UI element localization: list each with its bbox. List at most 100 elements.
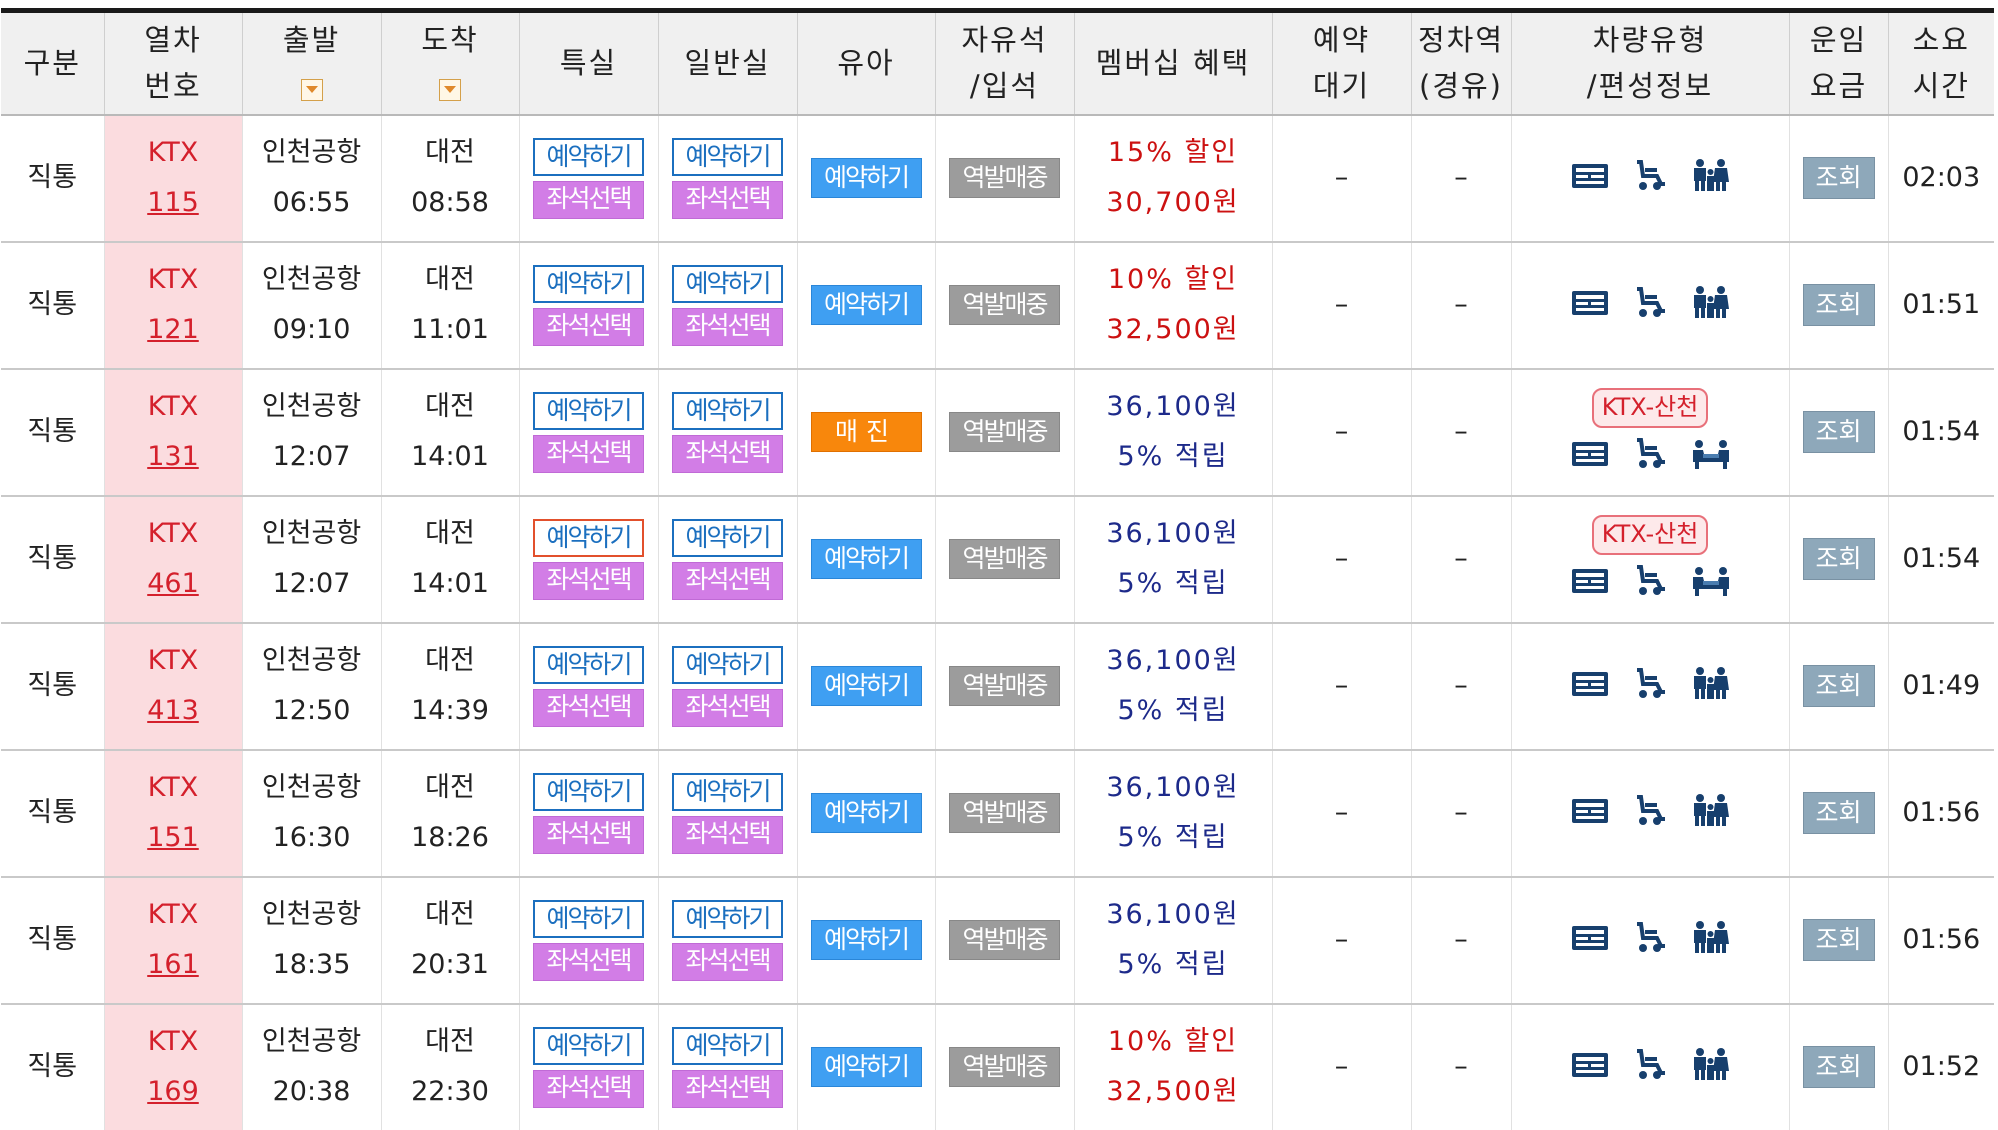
family-seat-icon[interactable] (1691, 666, 1729, 700)
special-seat-select-button[interactable]: 좌석선택 (533, 688, 644, 727)
benefit-line2: 32,500원 (1106, 314, 1240, 345)
special-reserve-button[interactable]: 예약하기 (533, 1026, 644, 1065)
family-seat-icon[interactable] (1691, 793, 1729, 827)
meeting-room-icon[interactable] (1691, 436, 1729, 470)
fare-query-button[interactable]: 조회 (1802, 665, 1875, 707)
special-reserve-button[interactable]: 예약하기 (533, 264, 644, 303)
station-sale-button[interactable]: 역발매중 (949, 539, 1060, 579)
special-reserve-button[interactable]: 예약하기 (533, 645, 644, 684)
sort-down-icon[interactable] (300, 79, 323, 102)
seat-map-icon[interactable] (1571, 158, 1609, 192)
header-depart[interactable]: 출발 (241, 8, 382, 116)
fare-query-button[interactable]: 조회 (1802, 411, 1875, 453)
special-seat-select-button[interactable]: 좌석선택 (533, 815, 644, 854)
depart-station: 인천공항 (261, 137, 362, 168)
general-reserve-button[interactable]: 예약하기 (672, 645, 783, 684)
general-seat-select-button[interactable]: 좌석선택 (672, 815, 783, 854)
special-reserve-button[interactable]: 예약하기 (533, 518, 644, 557)
arrive-cell: 대전 20:31 (380, 876, 520, 1005)
station-sale-button[interactable]: 역발매중 (949, 793, 1060, 833)
general-seat-select-button[interactable]: 좌석선택 (672, 942, 783, 981)
wheelchair-icon[interactable] (1631, 793, 1669, 827)
fare-query-button[interactable]: 조회 (1802, 919, 1875, 961)
general-seat-select-button[interactable]: 좌석선택 (672, 434, 783, 473)
station-sale-button[interactable]: 역발매중 (949, 412, 1060, 452)
header-vehicle-line2: /편성정보 (1586, 69, 1714, 104)
family-seat-icon[interactable] (1691, 285, 1729, 319)
ktx-sancheon-badge[interactable]: KTX-산천 (1591, 514, 1709, 555)
general-reserve-button[interactable]: 예약하기 (672, 772, 783, 811)
general-seat-select-button[interactable]: 좌석선택 (672, 688, 783, 727)
special-reserve-button[interactable]: 예약하기 (533, 391, 644, 430)
fare-query-button[interactable]: 조회 (1802, 157, 1875, 199)
wheelchair-icon[interactable] (1631, 920, 1669, 954)
meeting-room-icon[interactable] (1691, 563, 1729, 597)
train-number-link[interactable]: 121 (147, 314, 199, 345)
seat-map-icon[interactable] (1571, 666, 1609, 700)
special-seat-select-button[interactable]: 좌석선택 (533, 307, 644, 346)
seat-map-icon[interactable] (1571, 563, 1609, 597)
general-reserve-button[interactable]: 예약하기 (672, 391, 783, 430)
fare-query-button[interactable]: 조회 (1802, 1046, 1875, 1088)
infant-button[interactable]: 예약하기 (810, 666, 922, 706)
general-reserve-button[interactable]: 예약하기 (672, 137, 783, 176)
infant-button[interactable]: 예약하기 (810, 793, 922, 833)
seat-map-icon[interactable] (1571, 793, 1609, 827)
benefit-line1: 36,100원 (1106, 518, 1240, 549)
wheelchair-icon[interactable] (1631, 436, 1669, 470)
ktx-sancheon-badge[interactable]: KTX-산천 (1591, 387, 1709, 428)
special-seat-select-button[interactable]: 좌석선택 (533, 180, 644, 219)
train-number-link[interactable]: 161 (147, 949, 199, 980)
general-seat-select-button[interactable]: 좌석선택 (672, 561, 783, 600)
wheelchair-icon[interactable] (1631, 285, 1669, 319)
sort-down-icon[interactable] (439, 79, 461, 102)
infant-button[interactable]: 예약하기 (810, 1047, 922, 1087)
free-seat-cell: 역발매중 (934, 368, 1075, 497)
station-sale-button[interactable]: 역발매중 (949, 1047, 1060, 1087)
wheelchair-icon[interactable] (1631, 563, 1669, 597)
family-seat-icon[interactable] (1691, 1047, 1729, 1081)
special-reserve-button[interactable]: 예약하기 (533, 772, 644, 811)
general-reserve-button[interactable]: 예약하기 (672, 1026, 783, 1065)
train-number-link[interactable]: 115 (147, 187, 199, 218)
general-seat-select-button[interactable]: 좌석선택 (672, 180, 783, 219)
infant-button[interactable]: 예약하기 (810, 285, 922, 325)
train-number-link[interactable]: 151 (147, 822, 199, 853)
wheelchair-icon[interactable] (1631, 666, 1669, 700)
train-number-link[interactable]: 131 (147, 441, 199, 472)
station-sale-button[interactable]: 역발매중 (949, 158, 1060, 198)
fare-query-button[interactable]: 조회 (1802, 792, 1875, 834)
seat-map-icon[interactable] (1571, 920, 1609, 954)
special-reserve-button[interactable]: 예약하기 (533, 137, 644, 176)
train-number-link[interactable]: 169 (147, 1076, 199, 1107)
fare-query-button[interactable]: 조회 (1802, 284, 1875, 326)
station-sale-button[interactable]: 역발매중 (949, 666, 1060, 706)
infant-button[interactable]: 예약하기 (810, 158, 922, 198)
general-seat-select-button[interactable]: 좌석선택 (672, 1069, 783, 1108)
general-reserve-button[interactable]: 예약하기 (672, 518, 783, 557)
wheelchair-icon[interactable] (1631, 158, 1669, 192)
train-number-link[interactable]: 413 (147, 695, 199, 726)
wheelchair-icon[interactable] (1631, 1047, 1669, 1081)
header-arrive[interactable]: 도착 (380, 8, 520, 116)
family-seat-icon[interactable] (1691, 158, 1729, 192)
station-sale-button[interactable]: 역발매중 (949, 285, 1060, 325)
general-reserve-button[interactable]: 예약하기 (672, 899, 783, 938)
special-seat-select-button[interactable]: 좌석선택 (533, 434, 644, 473)
general-reserve-button[interactable]: 예약하기 (672, 264, 783, 303)
special-seat-select-button[interactable]: 좌석선택 (533, 942, 644, 981)
seat-map-icon[interactable] (1571, 285, 1609, 319)
train-number-link[interactable]: 461 (147, 568, 199, 599)
fare-query-button[interactable]: 조회 (1802, 538, 1875, 580)
seat-map-icon[interactable] (1571, 1047, 1609, 1081)
general-seat-select-button[interactable]: 좌석선택 (672, 307, 783, 346)
special-seat-select-button[interactable]: 좌석선택 (533, 561, 644, 600)
station-sale-button[interactable]: 역발매중 (949, 920, 1060, 960)
infant-button[interactable]: 예약하기 (810, 920, 922, 960)
seat-map-icon[interactable] (1571, 436, 1609, 470)
membership-cell: 36,100원 5% 적립 (1073, 368, 1273, 497)
special-reserve-button[interactable]: 예약하기 (533, 899, 644, 938)
family-seat-icon[interactable] (1691, 920, 1729, 954)
special-seat-select-button[interactable]: 좌석선택 (533, 1069, 644, 1108)
infant-button[interactable]: 예약하기 (810, 539, 922, 579)
